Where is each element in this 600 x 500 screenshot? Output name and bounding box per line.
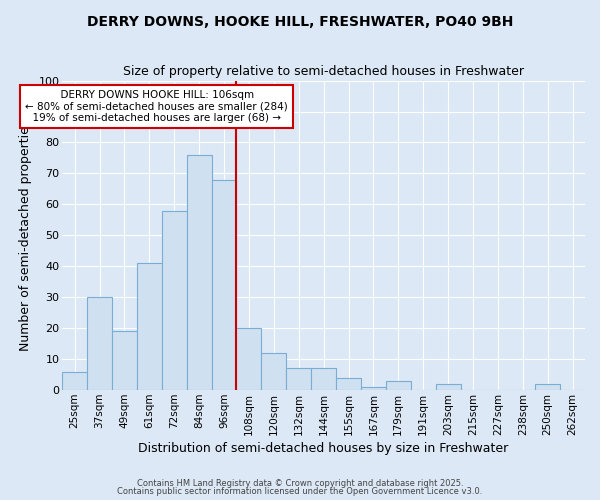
Text: DERRY DOWNS HOOKE HILL: 106sqm  
← 80% of semi-detached houses are smaller (284): DERRY DOWNS HOOKE HILL: 106sqm ← 80% of … xyxy=(25,90,288,123)
Text: Contains HM Land Registry data © Crown copyright and database right 2025.: Contains HM Land Registry data © Crown c… xyxy=(137,478,463,488)
Bar xyxy=(162,210,187,390)
Text: DERRY DOWNS, HOOKE HILL, FRESHWATER, PO40 9BH: DERRY DOWNS, HOOKE HILL, FRESHWATER, PO4… xyxy=(87,15,513,29)
Bar xyxy=(361,387,386,390)
Bar xyxy=(262,353,286,390)
Bar xyxy=(286,368,311,390)
Bar xyxy=(137,263,162,390)
Bar xyxy=(436,384,461,390)
Bar xyxy=(187,155,212,390)
Bar xyxy=(386,381,411,390)
Bar xyxy=(535,384,560,390)
Bar xyxy=(112,332,137,390)
Bar xyxy=(311,368,336,390)
Bar xyxy=(62,372,87,390)
Bar xyxy=(212,180,236,390)
Bar xyxy=(87,298,112,390)
Y-axis label: Number of semi-detached properties: Number of semi-detached properties xyxy=(19,120,32,351)
Text: Contains public sector information licensed under the Open Government Licence v3: Contains public sector information licen… xyxy=(118,487,482,496)
Bar xyxy=(336,378,361,390)
Title: Size of property relative to semi-detached houses in Freshwater: Size of property relative to semi-detach… xyxy=(123,65,524,78)
Bar xyxy=(236,328,262,390)
X-axis label: Distribution of semi-detached houses by size in Freshwater: Distribution of semi-detached houses by … xyxy=(139,442,509,455)
